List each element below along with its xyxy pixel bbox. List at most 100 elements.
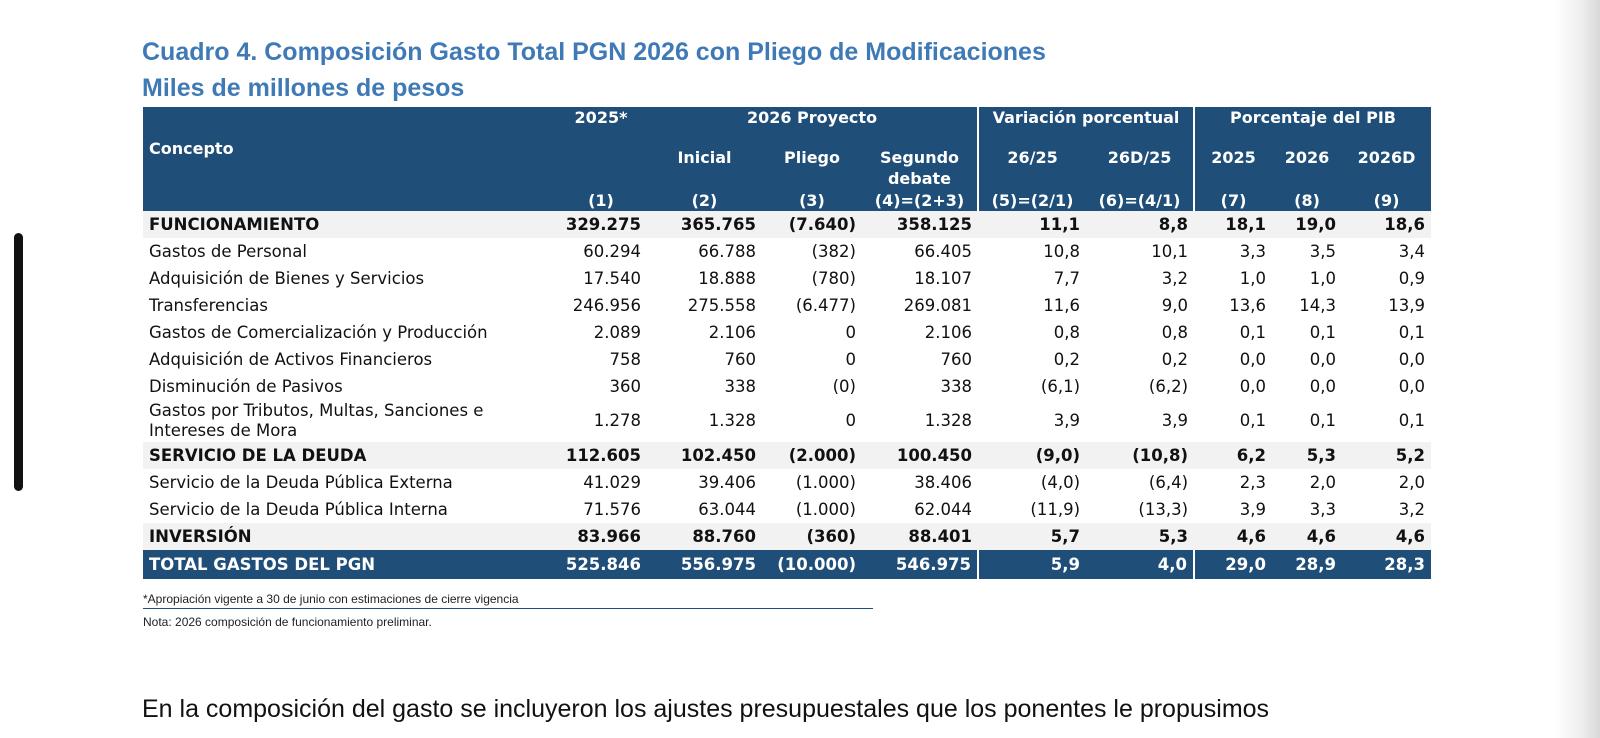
cell-value: 275.558 (687, 295, 756, 315)
cell-value: 0 (845, 322, 857, 342)
header-num-6: (6)=(4/1) (1086, 189, 1195, 211)
cell-value: (1.000) (795, 472, 856, 492)
table-row: Gastos por Tributos, Multas, Sanciones e… (143, 400, 1431, 442)
cell-value: 329.275 (555, 211, 647, 238)
header-num-1: (1) (555, 189, 647, 211)
row-label: SERVICIO DE LA DEUDA (143, 442, 555, 469)
header-variacion: Variación porcentual (977, 107, 1195, 147)
cell-value: 11,1 (978, 211, 1087, 238)
row-label: FUNCIONAMIENTO (143, 211, 555, 238)
cell-value: 5,2 (1342, 442, 1432, 469)
cell-value: 525.846 (555, 550, 647, 579)
cell-value: 112.605 (555, 442, 647, 469)
table-row: Servicio de la Deuda Pública Interna 71.5… (143, 496, 1431, 523)
cell-value: 3,9 (1053, 411, 1081, 430)
cell-value: 18.888 (698, 268, 756, 288)
cell-value: (10,8) (1086, 442, 1195, 469)
table-row: Servicio de la Deuda Pública Externa 41.0… (143, 469, 1431, 496)
cell-value: 60.294 (583, 241, 641, 261)
cell-value: 8,8 (1086, 211, 1195, 238)
cell-value: 2.089 (593, 322, 641, 342)
header-num-8: (8) (1272, 189, 1343, 211)
cell-value: 2.106 (708, 322, 756, 342)
cell-value: 71.576 (583, 499, 641, 519)
row-label: Servicio de la Deuda Pública Interna (149, 499, 448, 519)
cell-value: 6,2 (1194, 442, 1273, 469)
row-label: TOTAL GASTOS DEL PGN (143, 550, 555, 579)
cell-value: (10.000) (762, 550, 862, 579)
header-blank (143, 189, 555, 211)
header-pib-2026: 2026 (1272, 147, 1343, 189)
cell-value: 4,6 (1342, 523, 1432, 550)
cell-value: 338 (940, 376, 973, 396)
cell-value: 246.956 (572, 295, 641, 315)
cell-value: 29,0 (1193, 550, 1273, 579)
cell-value: (0) (832, 376, 856, 396)
header-pib-2026d: 2026D (1342, 147, 1432, 189)
cell-value: 2,3 (1239, 472, 1267, 492)
cell-value: 0,1 (1398, 411, 1426, 430)
cell-value: 358.125 (862, 211, 979, 238)
table-row: Transferencias 246.956 275.558 (6.477) 269.0… (143, 292, 1431, 319)
cell-value: (360) (762, 523, 862, 550)
cell-value: 0,8 (1161, 322, 1189, 342)
cell-value: 2.106 (924, 322, 973, 342)
cell-value: 18,1 (1194, 211, 1273, 238)
body-paragraph: En la composición del gasto se incluyero… (142, 695, 1270, 723)
header-row-2: Inicial Pliego Segundo debate 26/25 26D/… (143, 147, 1432, 189)
row-label: Disminución de Pasivos (149, 376, 343, 396)
cell-value: (13,3) (1138, 499, 1189, 519)
cell-value: 0,2 (1053, 349, 1081, 369)
cell-value: 66.788 (698, 241, 756, 261)
table-row: FUNCIONAMIENTO 329.275 365.765 (7.640) 358.1… (143, 211, 1432, 238)
cell-value: 5,3 (1086, 523, 1195, 550)
cell-value: 0,0 (1239, 349, 1267, 369)
cell-value: (6,2) (1148, 376, 1189, 396)
cell-value: 3,4 (1398, 241, 1426, 261)
row-label: Servicio de la Deuda Pública Externa (149, 472, 453, 492)
cell-value: 0,1 (1309, 322, 1337, 342)
cell-value: (6,4) (1148, 472, 1189, 492)
cell-value: (11,9) (1030, 499, 1081, 519)
table-title: Cuadro 4. Composición Gasto Total PGN 20… (142, 34, 1046, 106)
cell-value: 0,0 (1239, 376, 1267, 396)
cell-value: 5,9 (977, 550, 1087, 579)
cell-value: 18.107 (914, 268, 973, 288)
cell-value: 3,9 (1161, 411, 1189, 430)
cell-value: 1.328 (924, 411, 973, 430)
cell-value: 4,6 (1194, 523, 1273, 550)
cell-value: 100.450 (862, 442, 979, 469)
page-edge (1554, 0, 1600, 738)
cell-value: (780) (811, 268, 856, 288)
cell-value: 760 (940, 349, 973, 369)
cell-value: 39.406 (698, 472, 756, 492)
cell-value: 5,7 (978, 523, 1087, 550)
cell-value: 10,1 (1151, 241, 1189, 261)
cell-value: 41.029 (583, 472, 641, 492)
cell-value: (1.000) (795, 499, 856, 519)
cell-value: 1.278 (593, 411, 641, 430)
budget-table-container: Concepto 2025* 2026 Proyecto Variación p… (143, 107, 1432, 579)
cell-value: 1,0 (1309, 268, 1337, 288)
scrollbar[interactable] (14, 233, 23, 491)
cell-value: 28,9 (1272, 550, 1343, 579)
row-label: Adquisición de Activos Financieros (149, 349, 433, 369)
table-row: INVERSIÓN 83.966 88.760 (360) 88.401 5,7 5,3 4,… (143, 523, 1432, 550)
table-row: TOTAL GASTOS DEL PGN 525.846 556.975 (10.00… (143, 550, 1432, 579)
cell-value: 19,0 (1272, 211, 1343, 238)
cell-value: 3,3 (1239, 241, 1267, 261)
cell-value: 2,0 (1309, 472, 1337, 492)
header-26d-25: 26D/25 (1086, 147, 1195, 189)
cell-value: 758 (609, 349, 642, 369)
cell-value: 0,1 (1239, 411, 1267, 430)
cell-value: 338 (724, 376, 757, 396)
header-num-9: (9) (1342, 189, 1432, 211)
table-row: Gastos de Personal 60.294 66.788 (382) 66.40… (143, 238, 1431, 265)
cell-value: (4,0) (1040, 472, 1081, 492)
header-2025: 2025* (555, 107, 647, 189)
cell-value: 3,9 (1239, 499, 1267, 519)
header-2026-proyecto: 2026 Proyecto (647, 107, 979, 147)
header-concepto: Concepto (143, 107, 555, 189)
cell-value: 1.328 (708, 411, 756, 430)
cell-value: 3,5 (1309, 241, 1337, 261)
